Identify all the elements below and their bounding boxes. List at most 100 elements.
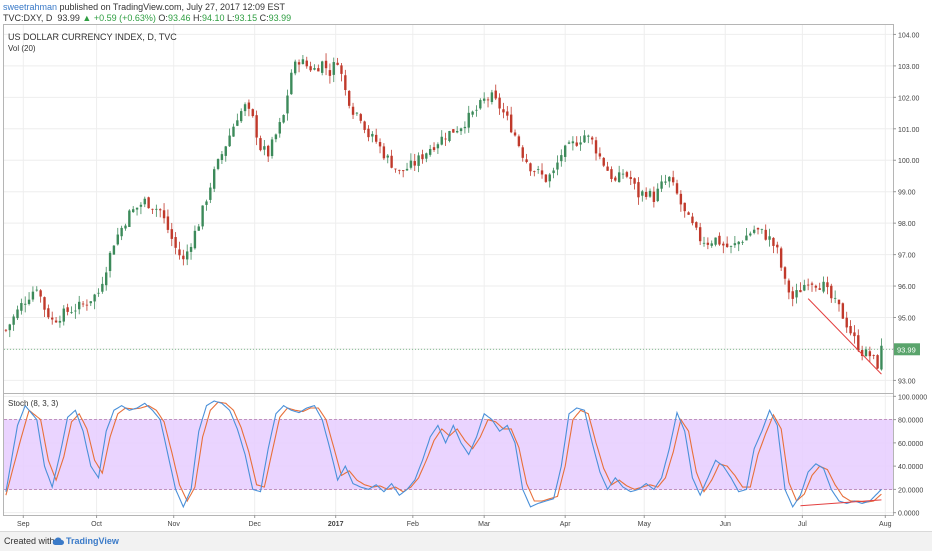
time-tick-label: 2017 [328, 521, 344, 528]
candle-body [787, 280, 791, 293]
candle-body [263, 146, 266, 150]
candle-body [845, 317, 848, 328]
publish-line: sweetrahman published on TradingView.com… [3, 2, 285, 12]
candle-body [178, 249, 181, 256]
price-tick-label: 100.00 [898, 158, 920, 165]
low-label: L: [227, 13, 235, 23]
price-tick-label: 103.00 [898, 64, 920, 71]
candle-body [452, 129, 455, 133]
candle-body [344, 75, 347, 90]
tradingview-brand[interactable]: TradingView [66, 536, 119, 546]
symbol-label: TVC:DXY, D [3, 13, 53, 23]
change-value: +0.59 (+0.63%) [93, 13, 156, 23]
candle-body [633, 178, 636, 184]
candle-body [810, 283, 814, 285]
candle-body [74, 310, 77, 312]
close-label: C: [259, 13, 269, 23]
stoch-k-line [5, 400, 882, 509]
candle-body [806, 284, 810, 286]
chart-canvas[interactable]: 104.00 103.00 102.00 101.00 100.00 99.00 98.00… [0, 24, 932, 531]
candle-body [58, 320, 62, 323]
candle-body [621, 173, 625, 175]
candle-body [89, 301, 92, 304]
stoch-trendline[interactable] [800, 499, 882, 507]
candle-body [772, 237, 775, 246]
candle-body [382, 146, 386, 159]
candle-body [548, 174, 551, 182]
candle-body [24, 303, 27, 305]
candle-body [78, 301, 81, 310]
candle-body [367, 128, 370, 138]
candle-body [637, 182, 640, 198]
candle-body [656, 188, 659, 202]
candle-body [459, 128, 463, 132]
stoch-axis[interactable]: 100.0000 80.0000 60.0000 40.0000 20.0000 0.00… [893, 394, 927, 518]
price-axis[interactable]: 104.00 103.00 102.00 101.00 100.00 99.00 98.00… [893, 32, 920, 385]
candle-body [486, 99, 490, 101]
candle-body [282, 115, 285, 123]
time-tick-label: Jun [720, 521, 731, 528]
price-trendline[interactable] [807, 298, 882, 375]
candle-body [120, 227, 123, 237]
candle-body [525, 159, 528, 163]
candle-body [776, 244, 779, 248]
candle-body [247, 102, 251, 109]
time-axis[interactable]: Sep Oct Nov Dec 2017 Feb Mar Apr May Jun Jul Aug [17, 515, 892, 528]
candle-body [332, 62, 335, 75]
candle-body [421, 154, 424, 160]
candle-body [428, 148, 432, 155]
open-label: O: [158, 13, 168, 23]
candle-body [556, 162, 559, 170]
candle-body [301, 59, 305, 65]
candle-body [598, 153, 602, 157]
candle-body [463, 126, 467, 129]
candle-body [475, 109, 478, 111]
candle-body [837, 299, 841, 305]
open-value: 93.46 [167, 13, 191, 23]
candle-body [803, 284, 806, 291]
candle-body [85, 304, 89, 306]
candle-body [455, 131, 459, 133]
candle-body [417, 155, 420, 166]
close-value: 93.99 [268, 13, 292, 23]
candle-body [587, 135, 590, 137]
candle-body [155, 208, 158, 210]
price-tick-label: 97.00 [898, 253, 916, 260]
author-link[interactable]: sweetrahman [3, 2, 58, 12]
candle-body [683, 202, 686, 212]
candle-body [814, 285, 818, 288]
candle-body [872, 355, 875, 356]
candle-body [614, 177, 617, 181]
stoch-tick-label: 40.0000 [898, 464, 923, 471]
candle-body [359, 114, 362, 121]
candle-body [39, 290, 42, 297]
candle-body [182, 255, 185, 260]
time-tick-label: Jul [798, 521, 807, 528]
candle-body [209, 187, 212, 200]
candle-body [251, 109, 254, 117]
candle-body [594, 140, 598, 154]
candle-body [641, 191, 644, 196]
candle-body [679, 193, 683, 205]
candle-body [529, 163, 532, 172]
candle-body [648, 190, 652, 197]
candle-body [502, 109, 505, 113]
stoch-tick-label: 80.0000 [898, 418, 923, 425]
candle-body [43, 297, 46, 310]
candle-body [575, 142, 578, 146]
candle-body [143, 198, 146, 205]
candle-body [116, 234, 119, 245]
candle-body [560, 155, 563, 162]
candle-body [270, 139, 274, 157]
high-value: 94.10 [201, 13, 225, 23]
candle-body [228, 135, 231, 147]
candle-body [695, 222, 698, 228]
candle-body [243, 104, 247, 112]
low-value: 93.15 [234, 13, 258, 23]
candle-body [351, 106, 355, 115]
candle-body [4, 329, 8, 331]
candle-body [826, 282, 829, 288]
price-tick-label: 96.00 [898, 284, 916, 291]
candle-body [629, 177, 632, 180]
candle-body [706, 242, 710, 245]
